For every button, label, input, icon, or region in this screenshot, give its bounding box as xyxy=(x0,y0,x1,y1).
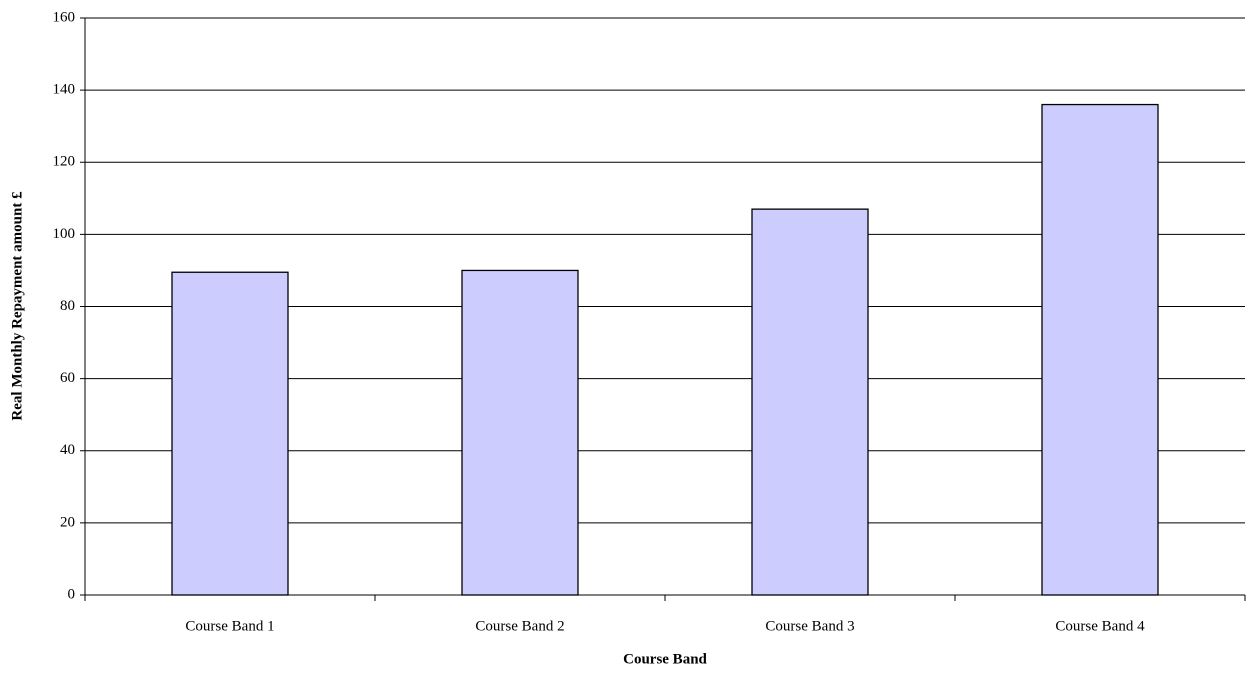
bar xyxy=(171,271,289,596)
x-tick-label: Course Band 3 xyxy=(765,618,854,634)
x-tick-label: Course Band 1 xyxy=(185,618,274,634)
y-tick-label: 20 xyxy=(60,514,75,530)
x-tick-label: Course Band 2 xyxy=(475,618,564,634)
y-axis-title: Real Monthly Repayment amount £ xyxy=(9,191,25,421)
y-tick-label: 40 xyxy=(60,442,75,458)
y-tick-label: 140 xyxy=(53,82,76,98)
y-tick-label: 0 xyxy=(68,586,76,602)
y-tick-label: 80 xyxy=(60,298,75,314)
x-axis-title: Course Band xyxy=(623,651,707,667)
y-tick-label: 120 xyxy=(53,154,76,170)
bar xyxy=(751,208,869,596)
y-tick-label: 60 xyxy=(60,370,75,386)
y-tick-label: 100 xyxy=(53,226,76,242)
bar xyxy=(1041,103,1159,596)
x-tick-label: Course Band 4 xyxy=(1055,618,1145,634)
bar xyxy=(461,269,579,596)
y-tick-label: 160 xyxy=(53,9,76,25)
